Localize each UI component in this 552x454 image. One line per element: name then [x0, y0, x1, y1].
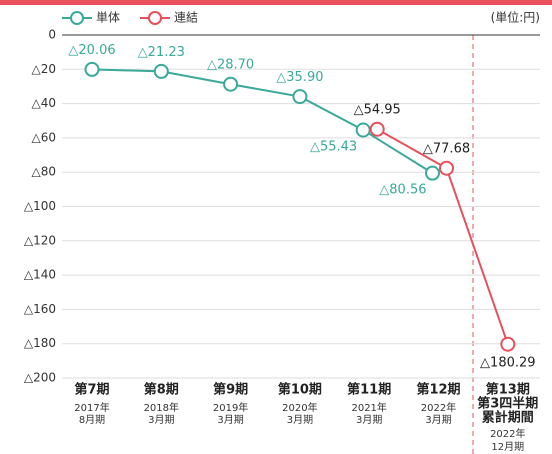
y-tick-label: △60 [32, 130, 57, 144]
x-tick-label: 8月期 [79, 414, 105, 426]
x-tick-label: 第7期 [74, 382, 109, 398]
point [84, 61, 100, 77]
data-label: △35.90 [276, 70, 323, 85]
x-tick-label: 第9期 [213, 382, 248, 398]
data-label: △55.43 [310, 140, 357, 155]
x-tick-label: 3月期 [148, 414, 174, 426]
point [292, 89, 308, 105]
y-tick-label: △140 [24, 268, 56, 282]
x-tick-label: 2019年 [213, 401, 248, 414]
point [439, 160, 454, 176]
x-tick-label: 2018年 [144, 401, 179, 414]
top-bar [0, 0, 552, 5]
x-tick-label: 3月期 [287, 414, 313, 426]
legend-label: 連結 [174, 11, 198, 25]
data-label: △80.56 [379, 183, 426, 198]
legend-label: 単体 [96, 11, 120, 25]
series-line [376, 128, 509, 345]
y-tick-label: △200 [24, 371, 56, 385]
x-tick-label: 第13期 [486, 382, 530, 398]
series-line [91, 68, 434, 175]
x-tick-label: 2017年 [74, 401, 109, 414]
y-tick-label: △160 [24, 302, 56, 316]
y-tick-label: △120 [24, 233, 56, 247]
x-tick-label: 2020年 [282, 401, 317, 414]
x-tick-label: 2022年 [421, 401, 456, 414]
data-label: △28.70 [207, 58, 254, 73]
x-tick-label: 3月期 [356, 414, 382, 426]
x-tick-label: 第10期 [278, 382, 322, 398]
data-label: △180.29 [480, 356, 536, 371]
x-tick-label: 12月期 [491, 441, 524, 453]
x-tick-label: 2022年 [490, 427, 525, 440]
y-tick-label: △20 [32, 62, 57, 76]
legend-marker [70, 11, 84, 25]
x-tick-label: 第11期 [347, 382, 391, 398]
legend-marker [148, 11, 162, 25]
point [223, 76, 239, 92]
point [500, 336, 516, 352]
point [425, 165, 440, 181]
point [369, 121, 385, 137]
y-tick-label: △40 [32, 96, 57, 110]
x-tick-label: 第8期 [144, 382, 179, 398]
x-tick-label: 第3四半期 [477, 396, 538, 412]
data-label: △54.95 [354, 103, 401, 118]
data-label: △20.06 [68, 43, 115, 58]
y-tick-label: △100 [24, 199, 56, 213]
point [355, 122, 371, 138]
x-tick-label: 第12期 [416, 382, 460, 398]
point [153, 63, 169, 79]
x-tick-label: 2021年 [351, 401, 386, 414]
x-tick-label: 累計期間 [482, 410, 534, 426]
y-tick-label: △180 [24, 336, 56, 350]
data-label: △77.68 [423, 142, 470, 157]
y-tick-label: △80 [32, 165, 57, 179]
y-tick-label: 0 [48, 28, 56, 42]
unit-note: (単位:円) [491, 10, 540, 25]
x-tick-label: 3月期 [425, 414, 451, 426]
x-tick-label: 3月期 [217, 414, 243, 426]
data-label: △21.23 [138, 45, 185, 60]
